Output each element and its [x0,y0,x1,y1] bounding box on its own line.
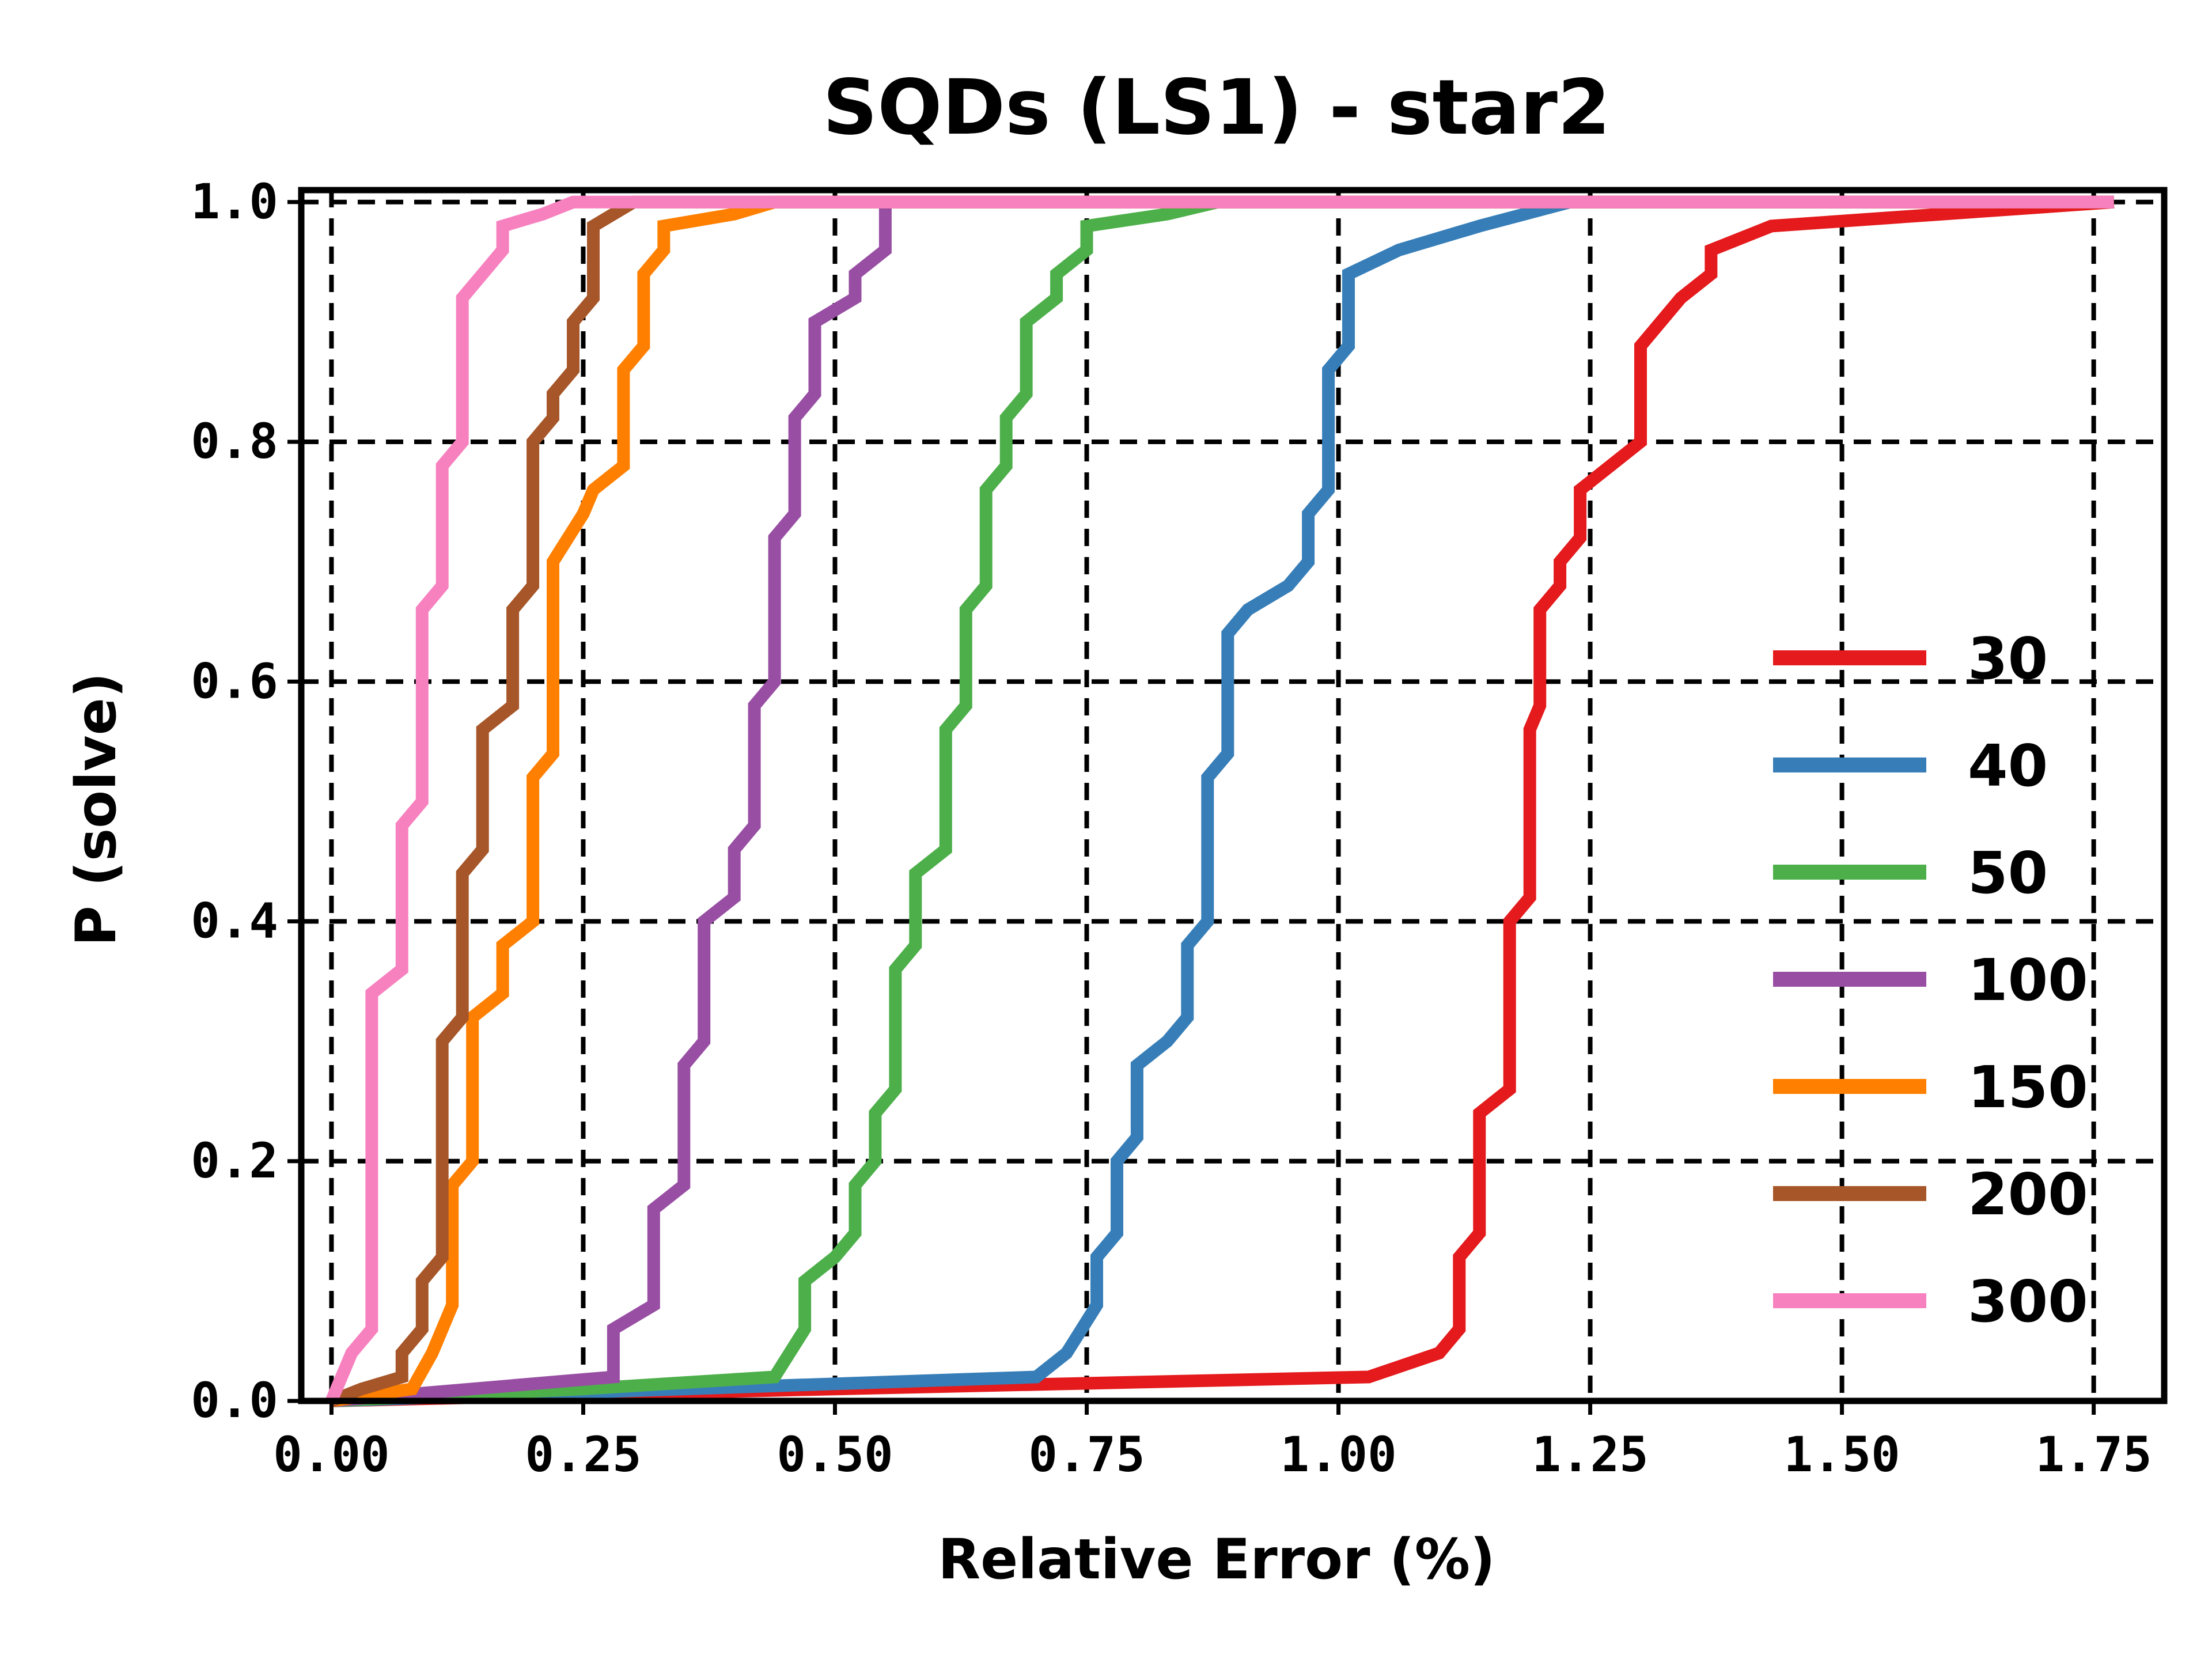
y-tick-label: 1.0 [191,173,278,230]
series-line-30 [331,195,2115,1407]
x-tick-label: 1.75 [2035,1426,2152,1483]
series-line-100 [331,195,2114,1407]
legend-label-300: 300 [1968,1268,2088,1335]
legend-label-50: 50 [1968,839,2048,907]
x-tick-label: 0.25 [525,1426,641,1483]
legend-label-200: 200 [1968,1161,2088,1228]
series-line-50 [331,195,2114,1407]
x-tick-label: 0.75 [1028,1426,1145,1483]
x-tick-label: 0.00 [273,1426,389,1483]
x-tick-label: 1.25 [1532,1426,1648,1483]
x-tick-label: 0.50 [777,1426,893,1483]
plot-frame [298,187,2168,1404]
x-tick-label: 1.50 [1783,1426,1900,1483]
y-tick-label: 0.6 [191,653,278,709]
y-tick-label: 0.0 [191,1372,278,1429]
legend-label-30: 30 [1968,625,2048,692]
chart-title: SQDs (LS1) - star2 [823,63,1610,152]
series-line-200 [329,195,2114,1407]
series-line-40 [331,195,2114,1407]
legend-label-150: 150 [1968,1054,2088,1121]
legend-label-100: 100 [1968,946,2088,1014]
y-tick-label: 0.8 [191,413,278,469]
x-axis-label: Relative Error (%) [938,1527,1495,1592]
y-tick-label: 0.4 [191,893,278,949]
legend-label-40: 40 [1968,732,2048,800]
legend: 30 40 50 100 150 200 300 [1773,625,2088,1335]
x-tick-label: 1.00 [1280,1426,1396,1483]
series-lines [325,195,2115,1407]
y-tick-label: 0.2 [191,1132,278,1189]
series-line-300 [325,195,2114,1404]
axis-ticks: 0.00 0.25 0.50 0.75 1.00 1.25 1.50 1.75 0.0 0.2 0.… [191,173,2152,1483]
series-line-150 [330,195,2114,1407]
y-axis-label: P (solve) [64,672,128,946]
